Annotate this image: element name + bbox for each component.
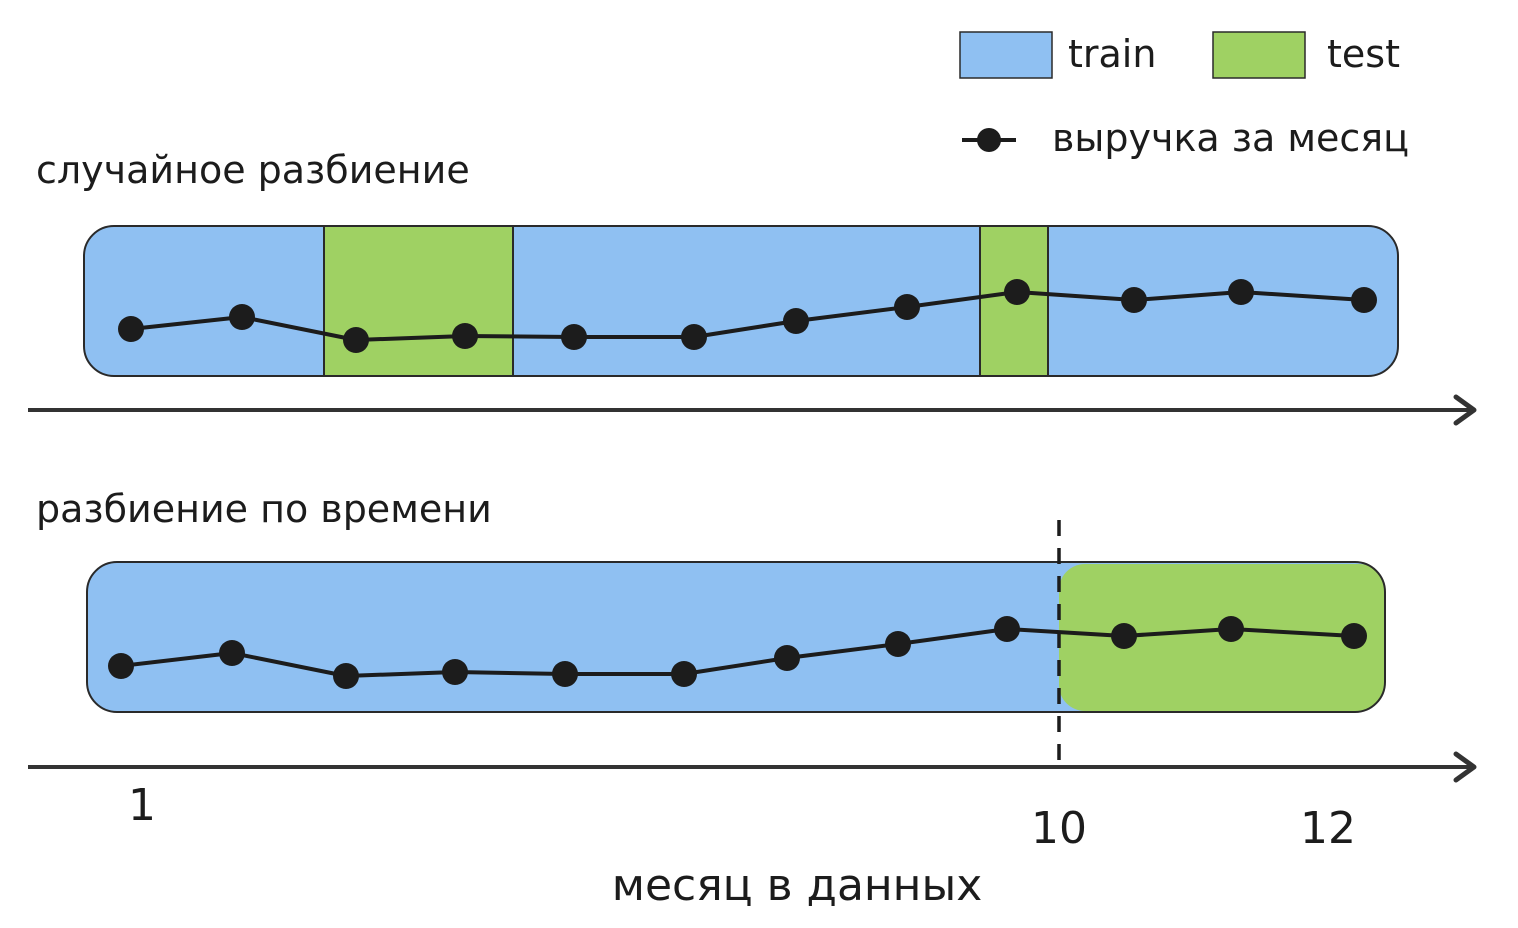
revenue-point [219, 640, 245, 666]
legend: train test выручка за месяц [959, 31, 1409, 160]
tick-label-1: 1 [128, 780, 156, 831]
time-split-panel [86, 520, 1386, 760]
revenue-point [1111, 623, 1137, 649]
revenue-point [783, 308, 809, 334]
time-split-revenue-series [108, 616, 1367, 689]
revenue-point [671, 661, 697, 687]
revenue-point [108, 653, 134, 679]
legend-train-label: train [1068, 32, 1156, 76]
time-split-axis [28, 751, 1477, 783]
revenue-point [774, 645, 800, 671]
revenue-point [552, 661, 578, 687]
legend-test-swatch [1212, 31, 1306, 79]
revenue-point [681, 324, 707, 350]
random-split-test-region [323, 226, 514, 376]
revenue-point [1228, 279, 1254, 305]
random-split-title: случайное разбиение [36, 148, 470, 192]
revenue-point [1218, 616, 1244, 642]
revenue-point [994, 616, 1020, 642]
revenue-point [343, 327, 369, 353]
revenue-point [118, 316, 144, 342]
revenue-point [1351, 287, 1377, 313]
tick-label-12: 12 [1300, 803, 1356, 854]
random-split-panel [83, 225, 1399, 377]
time-split-title: разбиение по времени [36, 487, 492, 531]
revenue-point [1004, 279, 1030, 305]
revenue-point [885, 631, 911, 657]
revenue-point [229, 304, 255, 330]
revenue-point [1121, 287, 1147, 313]
random-split-revenue-series [118, 279, 1377, 353]
revenue-point [452, 323, 478, 349]
x-axis-label: месяц в данных [612, 860, 982, 911]
legend-revenue-label: выручка за месяц [1052, 116, 1409, 160]
random-split-axis [28, 394, 1477, 426]
revenue-point [561, 324, 587, 350]
revenue-point [1341, 623, 1367, 649]
legend-test-label: test [1327, 32, 1400, 76]
legend-revenue-marker-icon [962, 128, 1016, 152]
tick-label-10: 10 [1031, 803, 1087, 854]
legend-train-swatch [959, 31, 1053, 79]
revenue-point [333, 663, 359, 689]
revenue-point [442, 659, 468, 685]
revenue-point [894, 294, 920, 320]
